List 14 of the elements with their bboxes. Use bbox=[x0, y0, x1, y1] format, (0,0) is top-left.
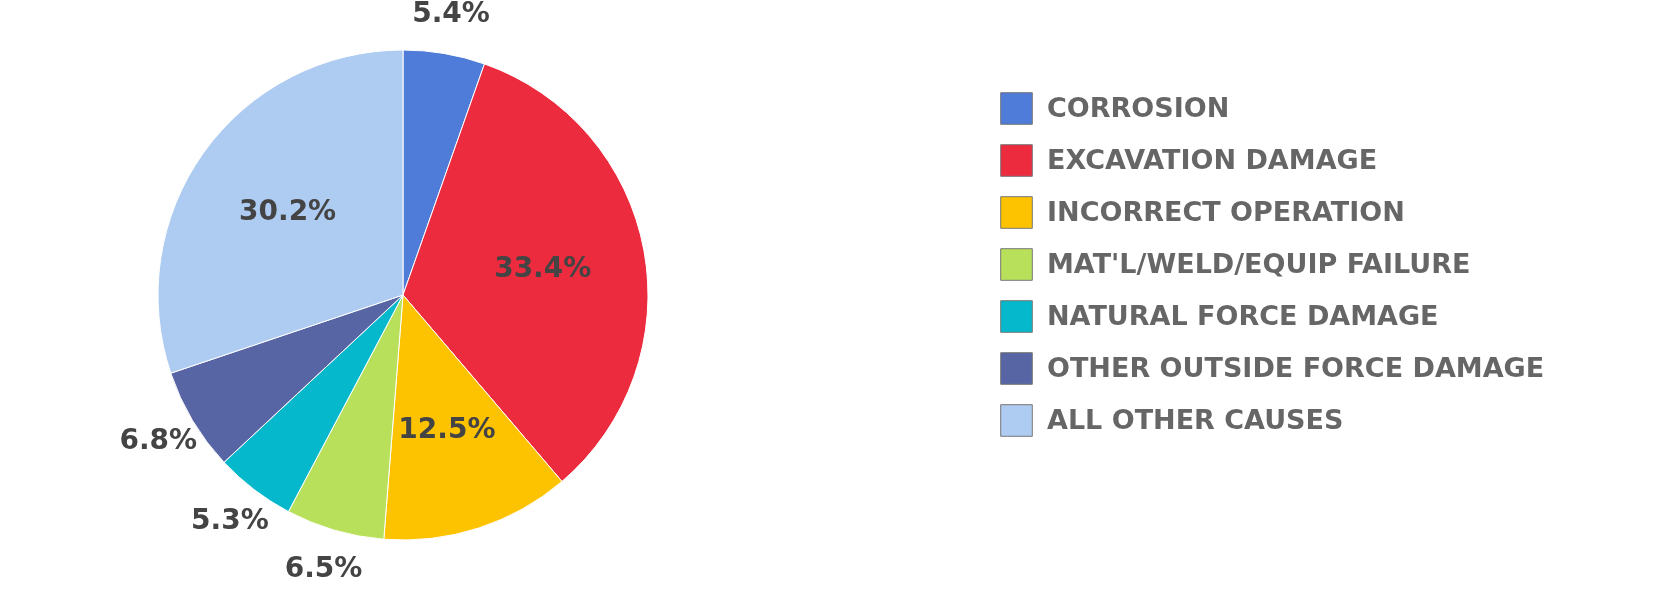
legend-label: CORROSION bbox=[1047, 91, 1230, 123]
legend-label: MAT'L/WELD/EQUIP FAILURE bbox=[1047, 247, 1471, 279]
data-label: 5.4% bbox=[412, 0, 490, 30]
data-label: 30.2% bbox=[239, 194, 337, 228]
data-label: 12.5% bbox=[398, 412, 496, 446]
legend-label: EXCAVATION DAMAGE bbox=[1047, 143, 1378, 175]
legend-label: ALL OTHER CAUSES bbox=[1047, 403, 1344, 435]
legend-label: INCORRECT OPERATION bbox=[1047, 195, 1405, 227]
data-label: 33.4% bbox=[494, 251, 592, 285]
data-label: 6.5% bbox=[284, 550, 363, 584]
legend-label: NATURAL FORCE DAMAGE bbox=[1047, 299, 1439, 331]
data-label: 5.3% bbox=[191, 503, 269, 537]
legend-label: OTHER OUTSIDE FORCE DAMAGE bbox=[1047, 351, 1545, 383]
data-label: 6.8% bbox=[119, 423, 198, 457]
